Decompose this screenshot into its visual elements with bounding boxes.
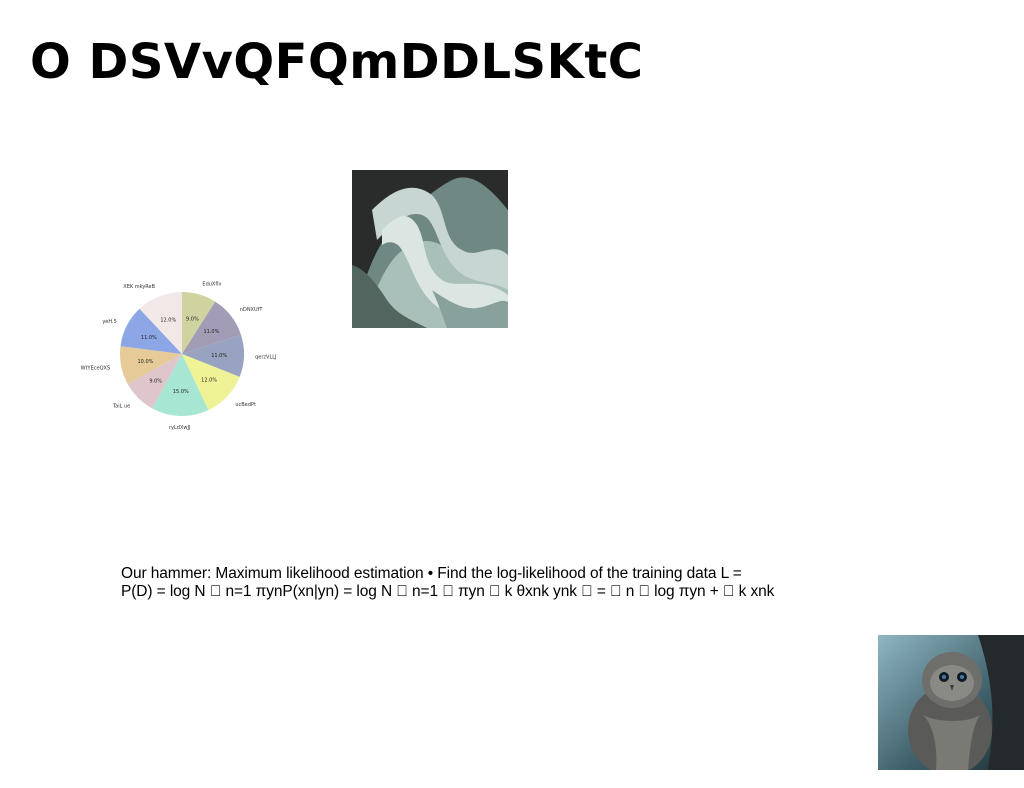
pie-category-label: EduXflv (202, 282, 221, 288)
pie-slice (182, 334, 244, 377)
pie-category-label: TaiL ue (112, 404, 130, 410)
pie-value-label: 15.0% (173, 389, 189, 395)
pie-slice (120, 346, 182, 384)
abstract-wave-image (352, 170, 508, 328)
owl-photo (878, 635, 1024, 770)
pie-value-label: 9.0% (186, 316, 199, 322)
body-line-1: Our hammer: Maximum likelihood estimatio… (121, 565, 742, 582)
pie-chart: 9.0% EduXflv 11.0% nDNXUfT 11.0% qerzVLLJ 12.0… (80, 262, 280, 452)
pie-slice (139, 292, 182, 354)
pie-value-label: 10.0% (138, 359, 154, 365)
pie-slice (182, 354, 240, 411)
abstract-wave-svg (352, 170, 508, 328)
pie-category-label: ryLdXwJJ (169, 425, 190, 431)
pie-chart-svg: 9.0% EduXflv 11.0% nDNXUfT 11.0% qerzVLLJ 12.0… (81, 282, 277, 431)
pie-value-label: 12.0% (201, 377, 217, 383)
pie-category-label: XEK mkyReB (123, 284, 155, 290)
pie-slice (182, 292, 216, 354)
pie-slice (120, 308, 182, 354)
pie-slice (152, 354, 209, 416)
pie-value-label: 12.0% (160, 317, 176, 323)
pie-category-label: ucBedPt (235, 402, 256, 408)
body-line-2: P(D) = log N ￿ n=1 πynP(xn|yn) = log N ￿… (121, 583, 775, 600)
pie-value-label: 9.0% (149, 378, 162, 384)
pie-slice (182, 301, 241, 354)
pie-category-label: qerzVLLJ (255, 354, 276, 360)
slide-title: O DSVvQFQmDDLSKtC (30, 34, 644, 90)
body-text: Our hammer: Maximum likelihood estimatio… (121, 565, 801, 601)
pie-category-label: WtYEceQXS (81, 366, 110, 372)
pie-value-label: 11.0% (203, 329, 219, 335)
pie-value-label: 11.0% (211, 353, 227, 359)
pie-category-label: yeH.5 (102, 319, 116, 325)
pie-slice (127, 354, 182, 409)
pie-category-label: nDNXUfT (240, 307, 264, 313)
pie-value-label: 11.0% (141, 335, 157, 341)
owl-photo-svg (878, 635, 1024, 770)
